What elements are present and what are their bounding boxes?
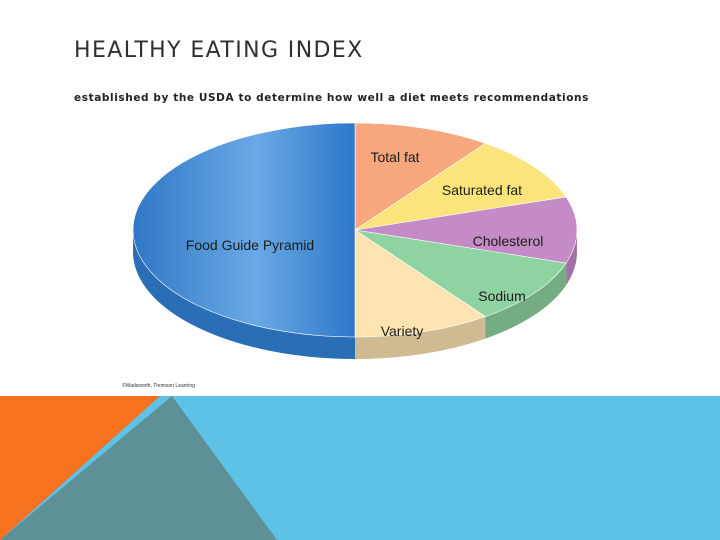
copyright-text: ©Wadsworth, Thomson Learning: [122, 382, 195, 389]
slide-title: HEALTHY EATING INDEX: [74, 38, 364, 63]
slice-label-total-fat: Total fat: [370, 149, 419, 165]
slice-label-sodium: Sodium: [478, 288, 525, 304]
pie-slice-cholesterol: [354, 196, 578, 264]
slice-label-food-guide-pyramid: Food Guide Pyramid: [186, 237, 314, 253]
footer-slate-triangle: [0, 396, 277, 540]
pie-slice-variety: [354, 229, 487, 338]
slide-subtitle: established by the USDA to determine how…: [74, 92, 589, 104]
pie-chart: Total fat Saturated fat Cholesterol Sodium V…: [122, 122, 578, 389]
slice-label-variety: Variety: [381, 323, 424, 339]
pie-slice-total-fat: [354, 122, 487, 231]
slice-label-cholesterol: Cholesterol: [473, 233, 544, 249]
slice-label-saturated-fat: Saturated fat: [442, 182, 522, 198]
pie-side-variety: [355, 316, 486, 359]
pie-slice-saturated-fat: [354, 143, 567, 231]
pie-slice-sodium: [354, 229, 567, 317]
footer-decoration: [0, 396, 720, 540]
pie-slice-food-guide-pyramid: [132, 122, 356, 338]
pie-side-cholesterol: [566, 230, 577, 286]
footer-orange-triangle: [0, 396, 160, 540]
pie-side-sodium: [485, 263, 567, 339]
